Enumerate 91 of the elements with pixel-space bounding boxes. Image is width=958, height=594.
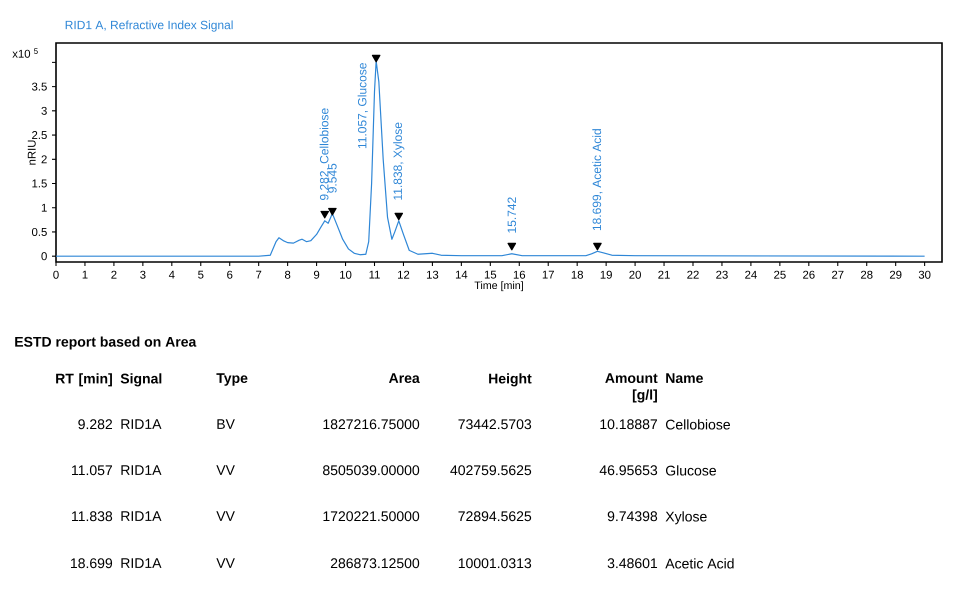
x-tick-label: 21 [658,270,670,279]
text: 1720221.50000 [323,511,420,522]
text: 3.48601 [608,558,658,568]
text: Type [216,373,248,386]
annotation: 11.057, Glucose [358,63,368,148]
x-tick-label: 7 [256,270,262,279]
text: Name [666,373,703,384]
x-tick-label: 25 [774,270,786,279]
text: 286873.12500 [330,558,420,568]
text: 72894.5625 [458,511,532,522]
x-tick-label: 30 [918,270,930,279]
x-tick-label: 19 [600,270,612,279]
text: 10001.0313 [458,558,532,568]
text: RID1A [121,511,162,521]
text: 10.18887 [600,419,658,430]
x-tick-label: 20 [629,270,641,279]
text: Amount [g/l] [605,373,658,403]
text: 402759.5625 [450,465,532,476]
point [372,54,380,62]
text: RT [min] [56,373,112,386]
text: Height [489,373,532,386]
point [593,242,602,250]
x-tick-label: 3 [140,270,146,279]
text: 9.74398 [608,511,658,522]
y-tick-label: 0 [41,252,47,260]
point [508,242,516,250]
x-tick-label: 17 [542,270,554,279]
x-tick-label: 5 [198,270,204,279]
x-tick-label: 22 [687,270,699,279]
x-tick-label: 2 [111,270,116,279]
text: RID1A [121,465,162,475]
x-tick-label: 11 [369,270,380,279]
x-tick-label: 14 [456,270,468,279]
text: RID1A [121,419,162,429]
text: 11.057 [72,465,112,476]
text: VV [216,465,235,475]
y-tick-label: 3 [41,106,47,115]
text: 8505039.00000 [323,465,420,476]
x-tick-label: 4 [168,270,175,279]
x-tick-label: 27 [832,270,844,279]
y-tick-label: 0.5 [32,228,47,236]
text: 18.699 [70,558,112,568]
x-tick-label: 8 [284,270,290,279]
x-tick-label: 24 [745,270,757,279]
point [394,212,404,220]
x-tick-label: 13 [426,270,438,279]
y-tick-label: 1 [42,204,47,212]
text: Area [388,373,420,384]
text: 9.282 [78,419,112,430]
x-tick-label: 9 [314,270,320,279]
x-tick-label: 28 [860,270,873,279]
text: ESTD report based on Area [15,336,196,350]
point [320,210,330,218]
text: Acetic Acid [665,558,734,569]
text: BV [217,419,235,429]
y-tick-label: 2.5 [32,131,47,140]
y-tick-label: 3.5 [32,82,47,91]
text: 73442.5703 [458,419,532,430]
text: Signal [120,373,162,386]
annotation: 9.545 [328,164,337,193]
text: 46.95653 [600,465,658,476]
text: Xylose [666,511,707,524]
x-tick-label: 0 [53,270,59,279]
text: VV [216,511,235,521]
x-tick-label: 15 [484,270,496,279]
text: RID1A [121,558,162,568]
annotation: 11.838, Xylose [393,122,404,200]
x-tick-label: 23 [716,270,728,279]
text: Glucose [666,465,716,476]
y-tick-label: 2 [42,155,47,164]
x-tick-label: 16 [514,270,526,279]
y-axis-title: nRIU [28,140,36,165]
y-tick-label: 1.5 [32,180,47,188]
x-tick-label: 1 [82,270,88,279]
text: 11.838 [72,511,112,522]
x-tick-label: 12 [398,270,410,279]
annotation: 18.699, Acetic Acid [592,129,603,230]
x-tick-label: 10 [340,270,352,279]
x-tick-label: 29 [890,270,902,279]
text: 1827216.75000 [323,419,420,430]
point [328,208,337,216]
x-tick-label: 18 [572,270,583,279]
text: x10 $^{5}$ [12,48,38,58]
annotation: 15.742 [508,197,516,233]
x-axis-title: Time [min] [474,281,523,292]
text: VV [216,558,235,568]
text: Cellobiose [666,419,730,430]
x-tick-label: 6 [227,270,232,279]
x-tick-label: 26 [803,270,815,279]
chart-title: RID1 A, Refractive Index Signal [66,20,233,32]
annotation: 9.282, Cellobiose [320,108,330,200]
